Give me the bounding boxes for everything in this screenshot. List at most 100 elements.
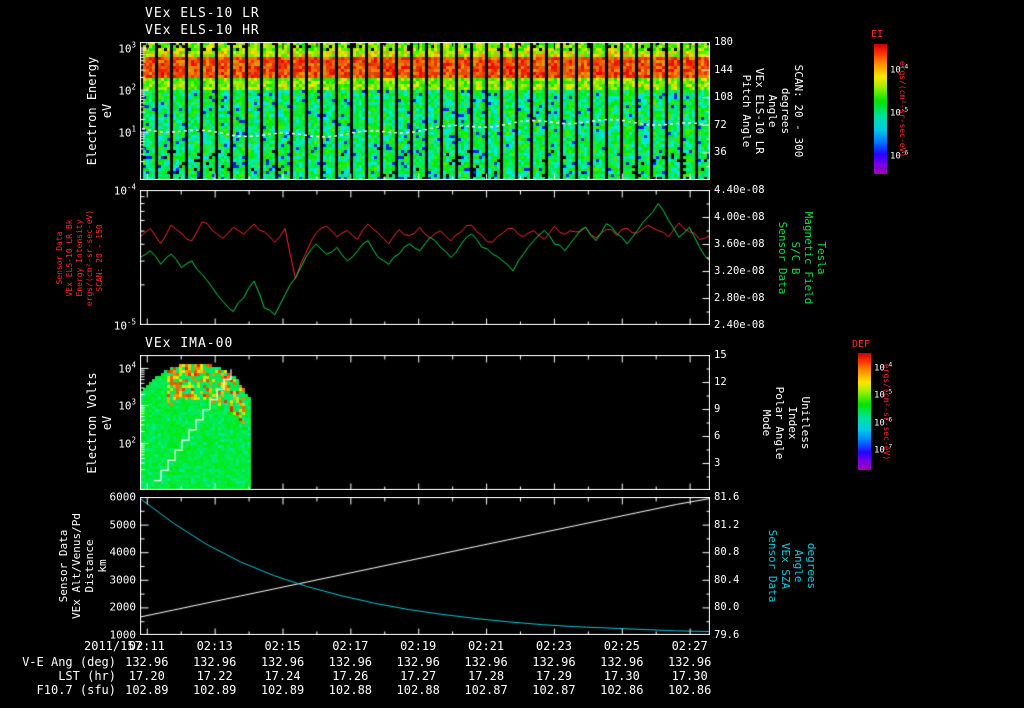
footer-value: 17.30 xyxy=(671,669,708,683)
right-tick-label: 4.40e-08 xyxy=(714,183,765,196)
y-tick-label: 5000 xyxy=(109,518,137,532)
date-label: 2011/157 xyxy=(84,639,142,653)
right-axis-title-line: degrees xyxy=(805,542,818,590)
footer-value: 132.96 xyxy=(464,655,508,669)
panel1-title-line1: VEx ELS-10 LR xyxy=(145,6,260,21)
ima-spectrogram-canvas xyxy=(140,355,710,490)
left-axis-title-line: km xyxy=(96,559,109,573)
right-axis-title-line: Sensor Data xyxy=(776,221,789,294)
footer-row-label: V-E Ang (deg) xyxy=(22,655,116,669)
left-axis-title-line: VEx ELS-10 LR Bk xyxy=(65,218,74,297)
footer-value: 102.86 xyxy=(667,683,712,697)
footer-row-label: F10.7 (sfu) xyxy=(36,683,116,697)
left-axis-title-line: VEx Alt/Venus/Pd xyxy=(70,513,83,619)
right-tick-label: 15 xyxy=(714,348,727,361)
right-tick-label: 9 xyxy=(714,402,721,415)
footer-value: 102.87 xyxy=(532,683,576,697)
left-axis-title-line: Sensor Data xyxy=(55,231,64,284)
right-tick-label: 81.2 xyxy=(714,518,740,531)
footer-value: 102.87 xyxy=(464,683,508,697)
footer-value: 102.89 xyxy=(192,683,237,697)
footer-value: 17.26 xyxy=(332,669,369,683)
footer-row-label: LST (hr) xyxy=(58,669,116,683)
right-axis-title-line: Pitch Angle xyxy=(740,74,753,148)
right-tick-label: 108 xyxy=(714,90,733,103)
right-tick-label: 80.8 xyxy=(714,545,740,558)
footer-value: 132.96 xyxy=(125,655,169,669)
time-tick-label: 02:27 xyxy=(671,639,708,653)
ima-colorbar xyxy=(858,353,871,470)
right-axis-title-line: Mode xyxy=(760,409,773,436)
right-tick-label: 180 xyxy=(714,35,733,48)
left-axis-title-line: Electron Volts xyxy=(85,371,99,474)
y-tick-label: 2000 xyxy=(109,600,137,614)
y-tick-label: 101 xyxy=(118,124,136,140)
y-tick-label: 104 xyxy=(118,360,136,376)
footer-value: 17.30 xyxy=(603,669,640,683)
left-axis-title-line: Energy Intensity xyxy=(75,218,84,297)
y-tick-label: 1000 xyxy=(109,628,137,642)
footer-value: 132.96 xyxy=(260,655,305,669)
right-tick-label: 6 xyxy=(714,429,721,442)
right-tick-label: 2.80e-08 xyxy=(714,291,765,304)
y-tick-label: 103 xyxy=(118,397,136,413)
right-tick-label: 2.40e-08 xyxy=(714,318,765,331)
left-axis-title-line: Electron Energy xyxy=(85,56,99,166)
right-axis-title-line: Magnetic Field xyxy=(802,211,815,304)
y-tick-label: 102 xyxy=(118,82,136,97)
right-tick-label: 4.00e-08 xyxy=(714,210,765,223)
time-tick-label: 02:25 xyxy=(603,639,640,653)
left-axis-title-line: ergs/(cm²-sr-sec-eV) xyxy=(85,209,94,306)
footer-value: 17.27 xyxy=(400,669,437,683)
footer-value: 17.24 xyxy=(264,669,301,683)
right-axis-title-line: degrees xyxy=(779,87,792,135)
footer-value: 132.96 xyxy=(667,655,712,669)
right-tick-label: 3.60e-08 xyxy=(714,237,765,250)
time-tick-label: 02:15 xyxy=(264,639,301,653)
right-axis-title-line: Angle xyxy=(792,549,805,583)
left-axis-title-line: Sensor Data xyxy=(57,529,70,603)
els-colorbar xyxy=(874,44,887,174)
altitude-sza-canvas xyxy=(140,497,710,635)
left-axis-title-line: SCAN: 20 - 150 xyxy=(95,223,104,292)
left-axis-title-line: eV xyxy=(100,415,114,430)
right-axis-title-line: Tesla xyxy=(815,240,828,275)
footer-value: 102.89 xyxy=(125,683,169,697)
y-tick-label: 103 xyxy=(118,40,136,55)
right-tick-label: 36 xyxy=(714,146,727,159)
colorbar-tick-label: 10-7 xyxy=(874,443,893,456)
y-tick-label: 10-4 xyxy=(113,182,136,198)
y-tick-label: 6000 xyxy=(109,490,137,504)
colorbar-tick-label: 10-5 xyxy=(890,106,909,119)
right-tick-label: 80.0 xyxy=(714,601,740,614)
colorbar-units-label: ergs/(cm²-sr-sec-eV) xyxy=(882,363,891,460)
y-tick-label: 102 xyxy=(118,435,136,451)
panel1-title-line2: VEx ELS-10 HR xyxy=(145,23,260,38)
intensity-bfield-canvas xyxy=(140,190,710,325)
footer-value: 17.22 xyxy=(196,669,233,683)
y-tick-label: 10-5 xyxy=(113,317,136,333)
time-tick-label: 02:21 xyxy=(468,639,505,653)
right-tick-label: 80.4 xyxy=(714,573,740,586)
colorbar-title: EI xyxy=(871,29,884,40)
footer-value: 132.96 xyxy=(328,655,373,669)
right-tick-label: 79.6 xyxy=(714,628,740,641)
time-tick-label: 02:23 xyxy=(535,639,572,653)
colorbar-tick-label: 10-6 xyxy=(874,416,893,429)
panel3-title: VEx IMA-00 xyxy=(145,336,234,351)
footer-value: 17.28 xyxy=(468,669,505,683)
footer-value: 132.96 xyxy=(532,655,576,669)
colorbar-tick-label: 10-6 xyxy=(890,149,909,162)
footer-value: 17.29 xyxy=(535,669,572,683)
footer-value: 102.89 xyxy=(260,683,305,697)
time-tick-label: 02:19 xyxy=(400,639,437,653)
colorbar-title: DEF xyxy=(852,339,871,350)
right-tick-label: 3 xyxy=(714,456,721,469)
right-tick-label: 81.6 xyxy=(714,490,740,503)
els-spectrogram-canvas xyxy=(140,42,710,180)
left-axis-title-line: eV xyxy=(100,103,114,119)
y-tick-label: 4000 xyxy=(109,545,137,559)
colorbar-tick-label: 10-4 xyxy=(890,63,909,76)
right-axis-title-line: S/C B xyxy=(789,240,802,275)
